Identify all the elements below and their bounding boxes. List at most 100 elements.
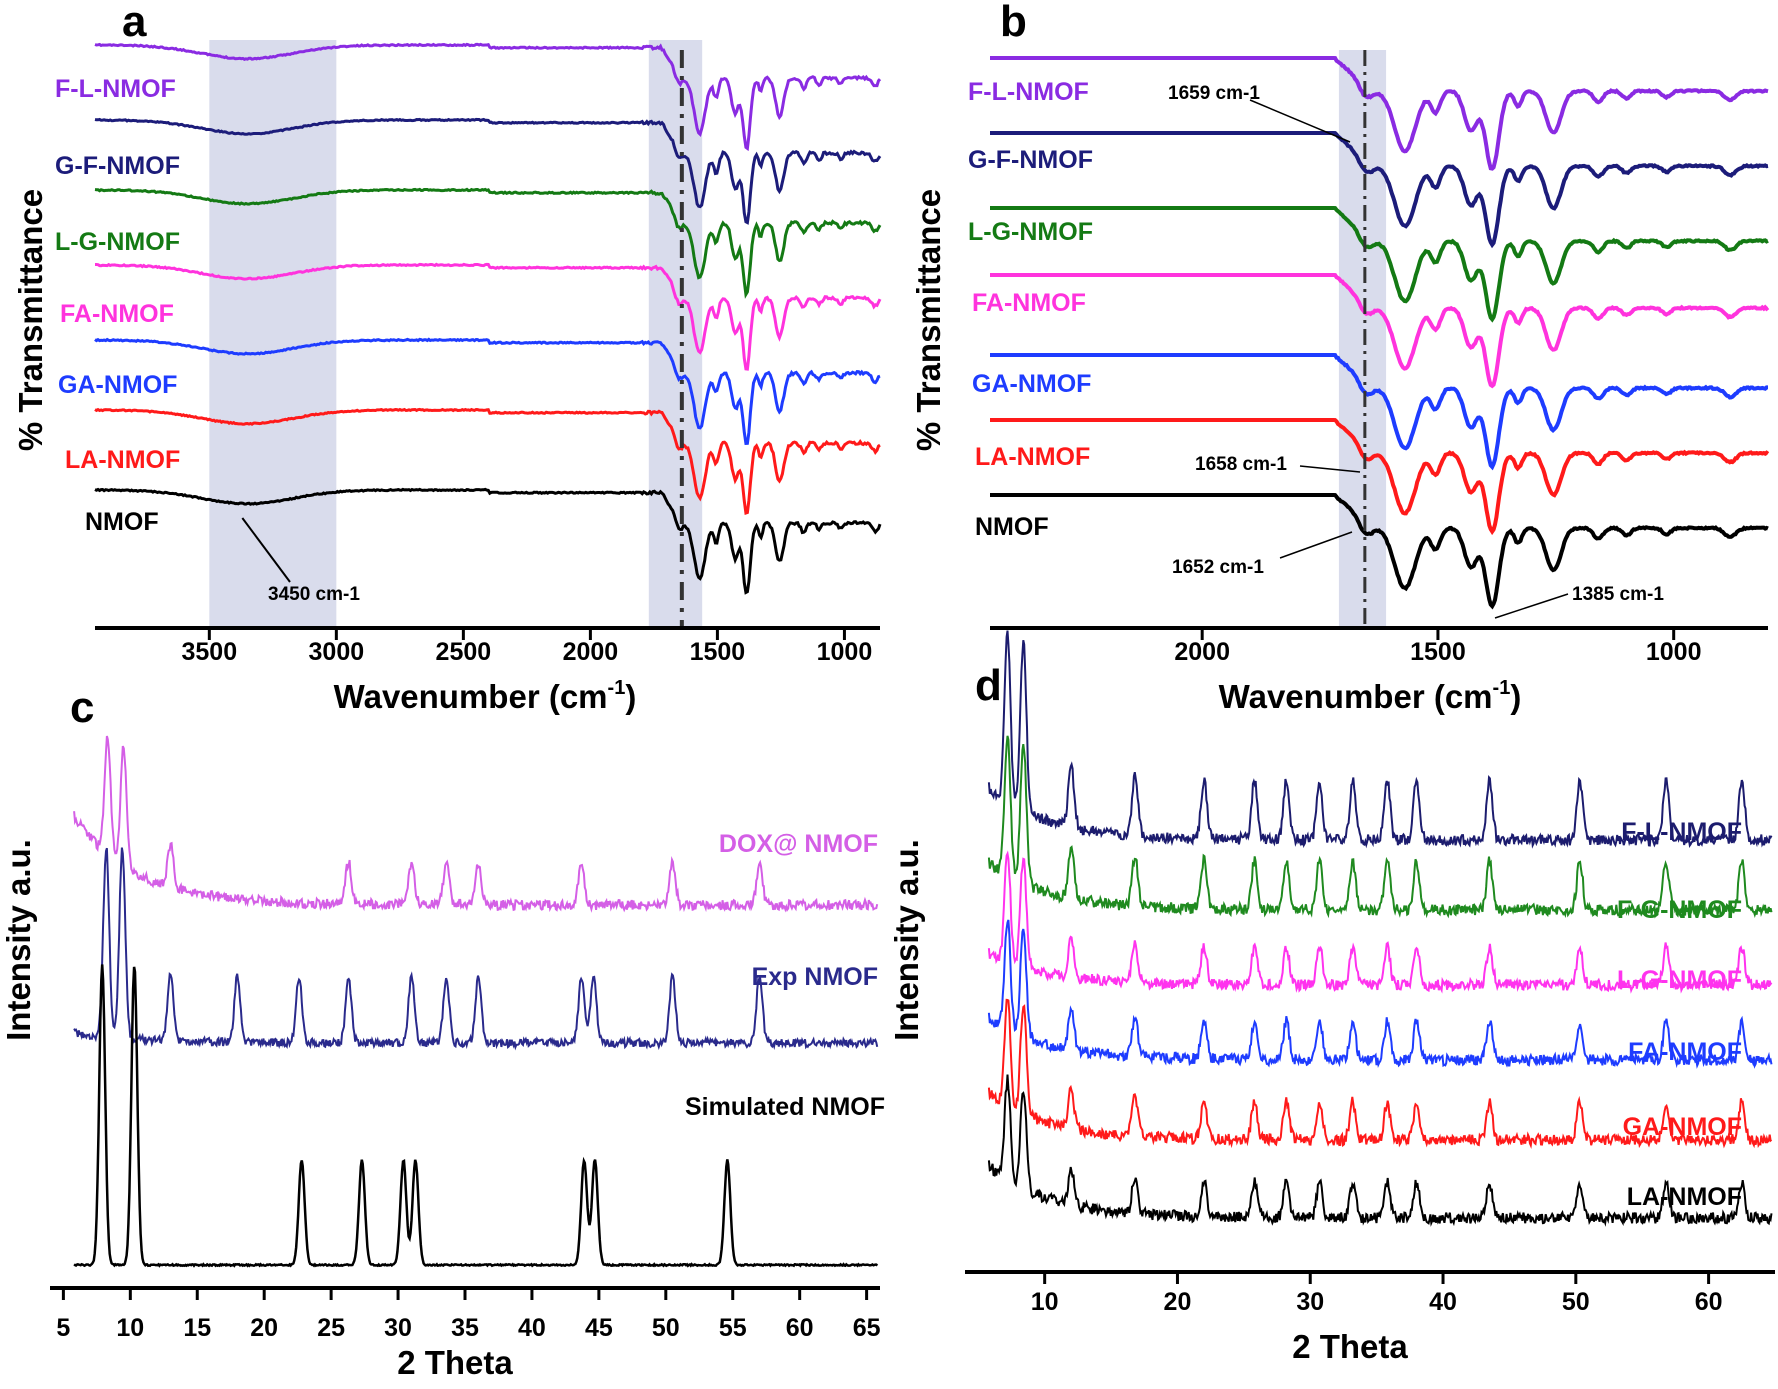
text-layer: a b c d % Transmittance % Transmittance …	[0, 0, 1742, 1381]
panel-d-x-tick-label-60: 60	[1695, 1288, 1723, 1316]
panel-c-x-tick-label-50: 50	[652, 1314, 680, 1342]
panel-c-x-tick-label-25: 25	[317, 1314, 345, 1342]
annotation-1658: 1658 cm-1	[1195, 454, 1287, 475]
panel-b-x-tick-label-2000: 2000	[1174, 638, 1230, 666]
panel-a-label-la-nmof: LA-NMOF	[65, 446, 180, 474]
panel-d-x-tick-label-40: 40	[1429, 1288, 1457, 1316]
panel-b-arrow-1659	[1249, 99, 1351, 143]
panel-d-label-f-g-nmof: F-G-NMOF	[1617, 896, 1742, 924]
panel-c-label-dox-nmof: DOX@ NMOF	[719, 830, 878, 858]
panel-d-label-fa-nmof: FA-NMOF	[1628, 1038, 1742, 1066]
panel-a-x-tick-label-2000: 2000	[563, 638, 619, 666]
panel-a-series-la-nmof	[94, 407, 881, 515]
panel-d-label-f-l-nmof: F-L-NMOF	[1621, 818, 1742, 846]
panel-b-series-f-l-nmof	[990, 56, 1769, 171]
panel-b-label-l-g-nmof: L-G-NMOF	[968, 218, 1093, 246]
panel-a-label-f-l-nmof: F-L-NMOF	[55, 75, 176, 103]
panel-d-label-la-nmof: LA-NMOF	[1627, 1183, 1742, 1211]
panel-b-shaded-region-1	[1338, 50, 1387, 628]
panel-d-x-tick-label-30: 30	[1296, 1288, 1324, 1316]
panel-a-series-nmof	[94, 487, 882, 595]
panel-d-label-ga-nmof: GA-NMOF	[1623, 1113, 1742, 1141]
panel-c-series-exp-nmof	[73, 847, 879, 1051]
panel-b-x-tick-label-1000: 1000	[1646, 638, 1702, 666]
panel-c-label-simulated-nmof: Simulated NMOF	[685, 1093, 885, 1121]
panel-a-annotation-arrow	[241, 517, 291, 583]
panel-a-label-l-g-nmof: L-G-NMOF	[55, 228, 180, 256]
panel-c-xlabel: 2 Theta	[397, 1344, 513, 1381]
panel-label-a: a	[122, 0, 147, 46]
panel-b-arrow-1658	[1299, 465, 1361, 473]
panel-b-series-fa-nmof	[990, 273, 1770, 389]
panel-a-series-ga-nmof	[94, 337, 881, 445]
panel-c-x-tick-label-35: 35	[451, 1314, 479, 1342]
annotation-1385: 1385 cm-1	[1572, 584, 1664, 605]
panel-a-series-g-f-nmof	[94, 117, 882, 225]
panel-d-xlabel: 2 Theta	[1292, 1328, 1408, 1365]
panel-label-d: d	[975, 661, 1002, 710]
panel-b-series-nmof	[990, 493, 1769, 610]
panel-c-x-tick-label-45: 45	[585, 1314, 613, 1342]
panel-d-x-tick-label-10: 10	[1031, 1288, 1059, 1316]
panel-c-x-tick-label-5: 5	[56, 1314, 70, 1342]
panel-b-series-ga-nmof	[990, 353, 1768, 471]
panel-d-x-tick-label-20: 20	[1164, 1288, 1192, 1316]
panel-a-label-g-f-nmof: G-F-NMOF	[55, 152, 180, 180]
panel-a-x-tick-label-1000: 1000	[817, 638, 873, 666]
panel-c-x-tick-label-30: 30	[384, 1314, 412, 1342]
panel-a-series-fa-nmof	[95, 262, 882, 371]
panel-c-x-tick-label-15: 15	[183, 1314, 211, 1342]
annotation-1652: 1652 cm-1	[1172, 557, 1264, 578]
panel-b-x-tick-label-1500: 1500	[1410, 638, 1466, 666]
panel-c-series-dox-nmof	[73, 735, 879, 913]
panel-a-xlabel: Wavenumber (cm-1)	[334, 677, 637, 715]
panel-d-x-tick-label-50: 50	[1562, 1288, 1590, 1316]
panel-d-series-ga-nmof	[987, 998, 1773, 1149]
panel-c-ylabel: Intensity a.u.	[0, 839, 37, 1041]
panel-a-series-f-l-nmof	[94, 42, 882, 152]
panel-c-x-tick-label-10: 10	[116, 1314, 144, 1342]
panel-a-shaded-region-1	[209, 40, 337, 628]
annotation-1659: 1659 cm-1	[1168, 83, 1260, 104]
panel-c-x-tick-label-40: 40	[518, 1314, 546, 1342]
panel-label-c: c	[70, 683, 94, 732]
panel-b-label-f-l-nmof: F-L-NMOF	[968, 78, 1089, 106]
shaded-regions-layer	[209, 40, 1387, 628]
panel-d-series-l-g-nmof	[987, 850, 1773, 994]
panel-a-label-ga-nmof: GA-NMOF	[58, 371, 177, 399]
panel-b-arrow-1385	[1494, 593, 1569, 619]
panel-b-arrow-1652	[1279, 531, 1353, 559]
panel-d-series-f-l-nmof	[987, 630, 1773, 849]
panel-b-series-la-nmof	[990, 418, 1770, 536]
panel-c-label-exp-nmof: Exp NMOF	[752, 963, 878, 991]
panel-a-x-tick-label-1500: 1500	[690, 638, 746, 666]
panel-d-ylabel: Intensity a.u.	[888, 839, 925, 1041]
axes-layer: 3500 3000 2500 2000 1500 1000 2000 1500 1000 5 10 1…	[50, 50, 1775, 1342]
panel-a-x-tick-label-3000: 3000	[309, 638, 365, 666]
panel-c-x-tick-label-55: 55	[719, 1314, 747, 1342]
panel-b-label-la-nmof: LA-NMOF	[975, 443, 1090, 471]
panel-d-series-fa-nmof	[987, 919, 1773, 1069]
panel-c-series-simulated-nmof	[73, 964, 879, 1268]
panel-b-label-ga-nmof: GA-NMOF	[972, 370, 1091, 398]
panel-a-label-fa-nmof: FA-NMOF	[60, 300, 174, 328]
panel-a-ylabel: % Transmittance	[12, 189, 49, 451]
panel-b-xlabel: Wavenumber (cm-1)	[1219, 677, 1522, 715]
panel-b-series-l-g-nmof	[990, 206, 1769, 323]
series-lines-layer	[73, 42, 1773, 1268]
panel-a-x-tick-label-2500: 2500	[436, 638, 492, 666]
panel-a-series-l-g-nmof	[94, 187, 882, 299]
panel-b-label-g-f-nmof: G-F-NMOF	[968, 146, 1093, 174]
panel-b-series-g-f-nmof	[990, 131, 1769, 249]
panel-a-label-nmof: NMOF	[85, 508, 159, 536]
annotation-3450: 3450 cm-1	[268, 584, 360, 605]
panel-b-ylabel: % Transmittance	[910, 189, 947, 451]
panel-b-label-nmof: NMOF	[975, 513, 1049, 541]
panel-a-x-tick-label-3500: 3500	[182, 638, 238, 666]
panel-d-series-f-g-nmof	[987, 735, 1773, 919]
panel-c-x-tick-label-60: 60	[786, 1314, 814, 1342]
panel-c-x-tick-label-20: 20	[250, 1314, 278, 1342]
panel-b-label-fa-nmof: FA-NMOF	[972, 289, 1086, 317]
